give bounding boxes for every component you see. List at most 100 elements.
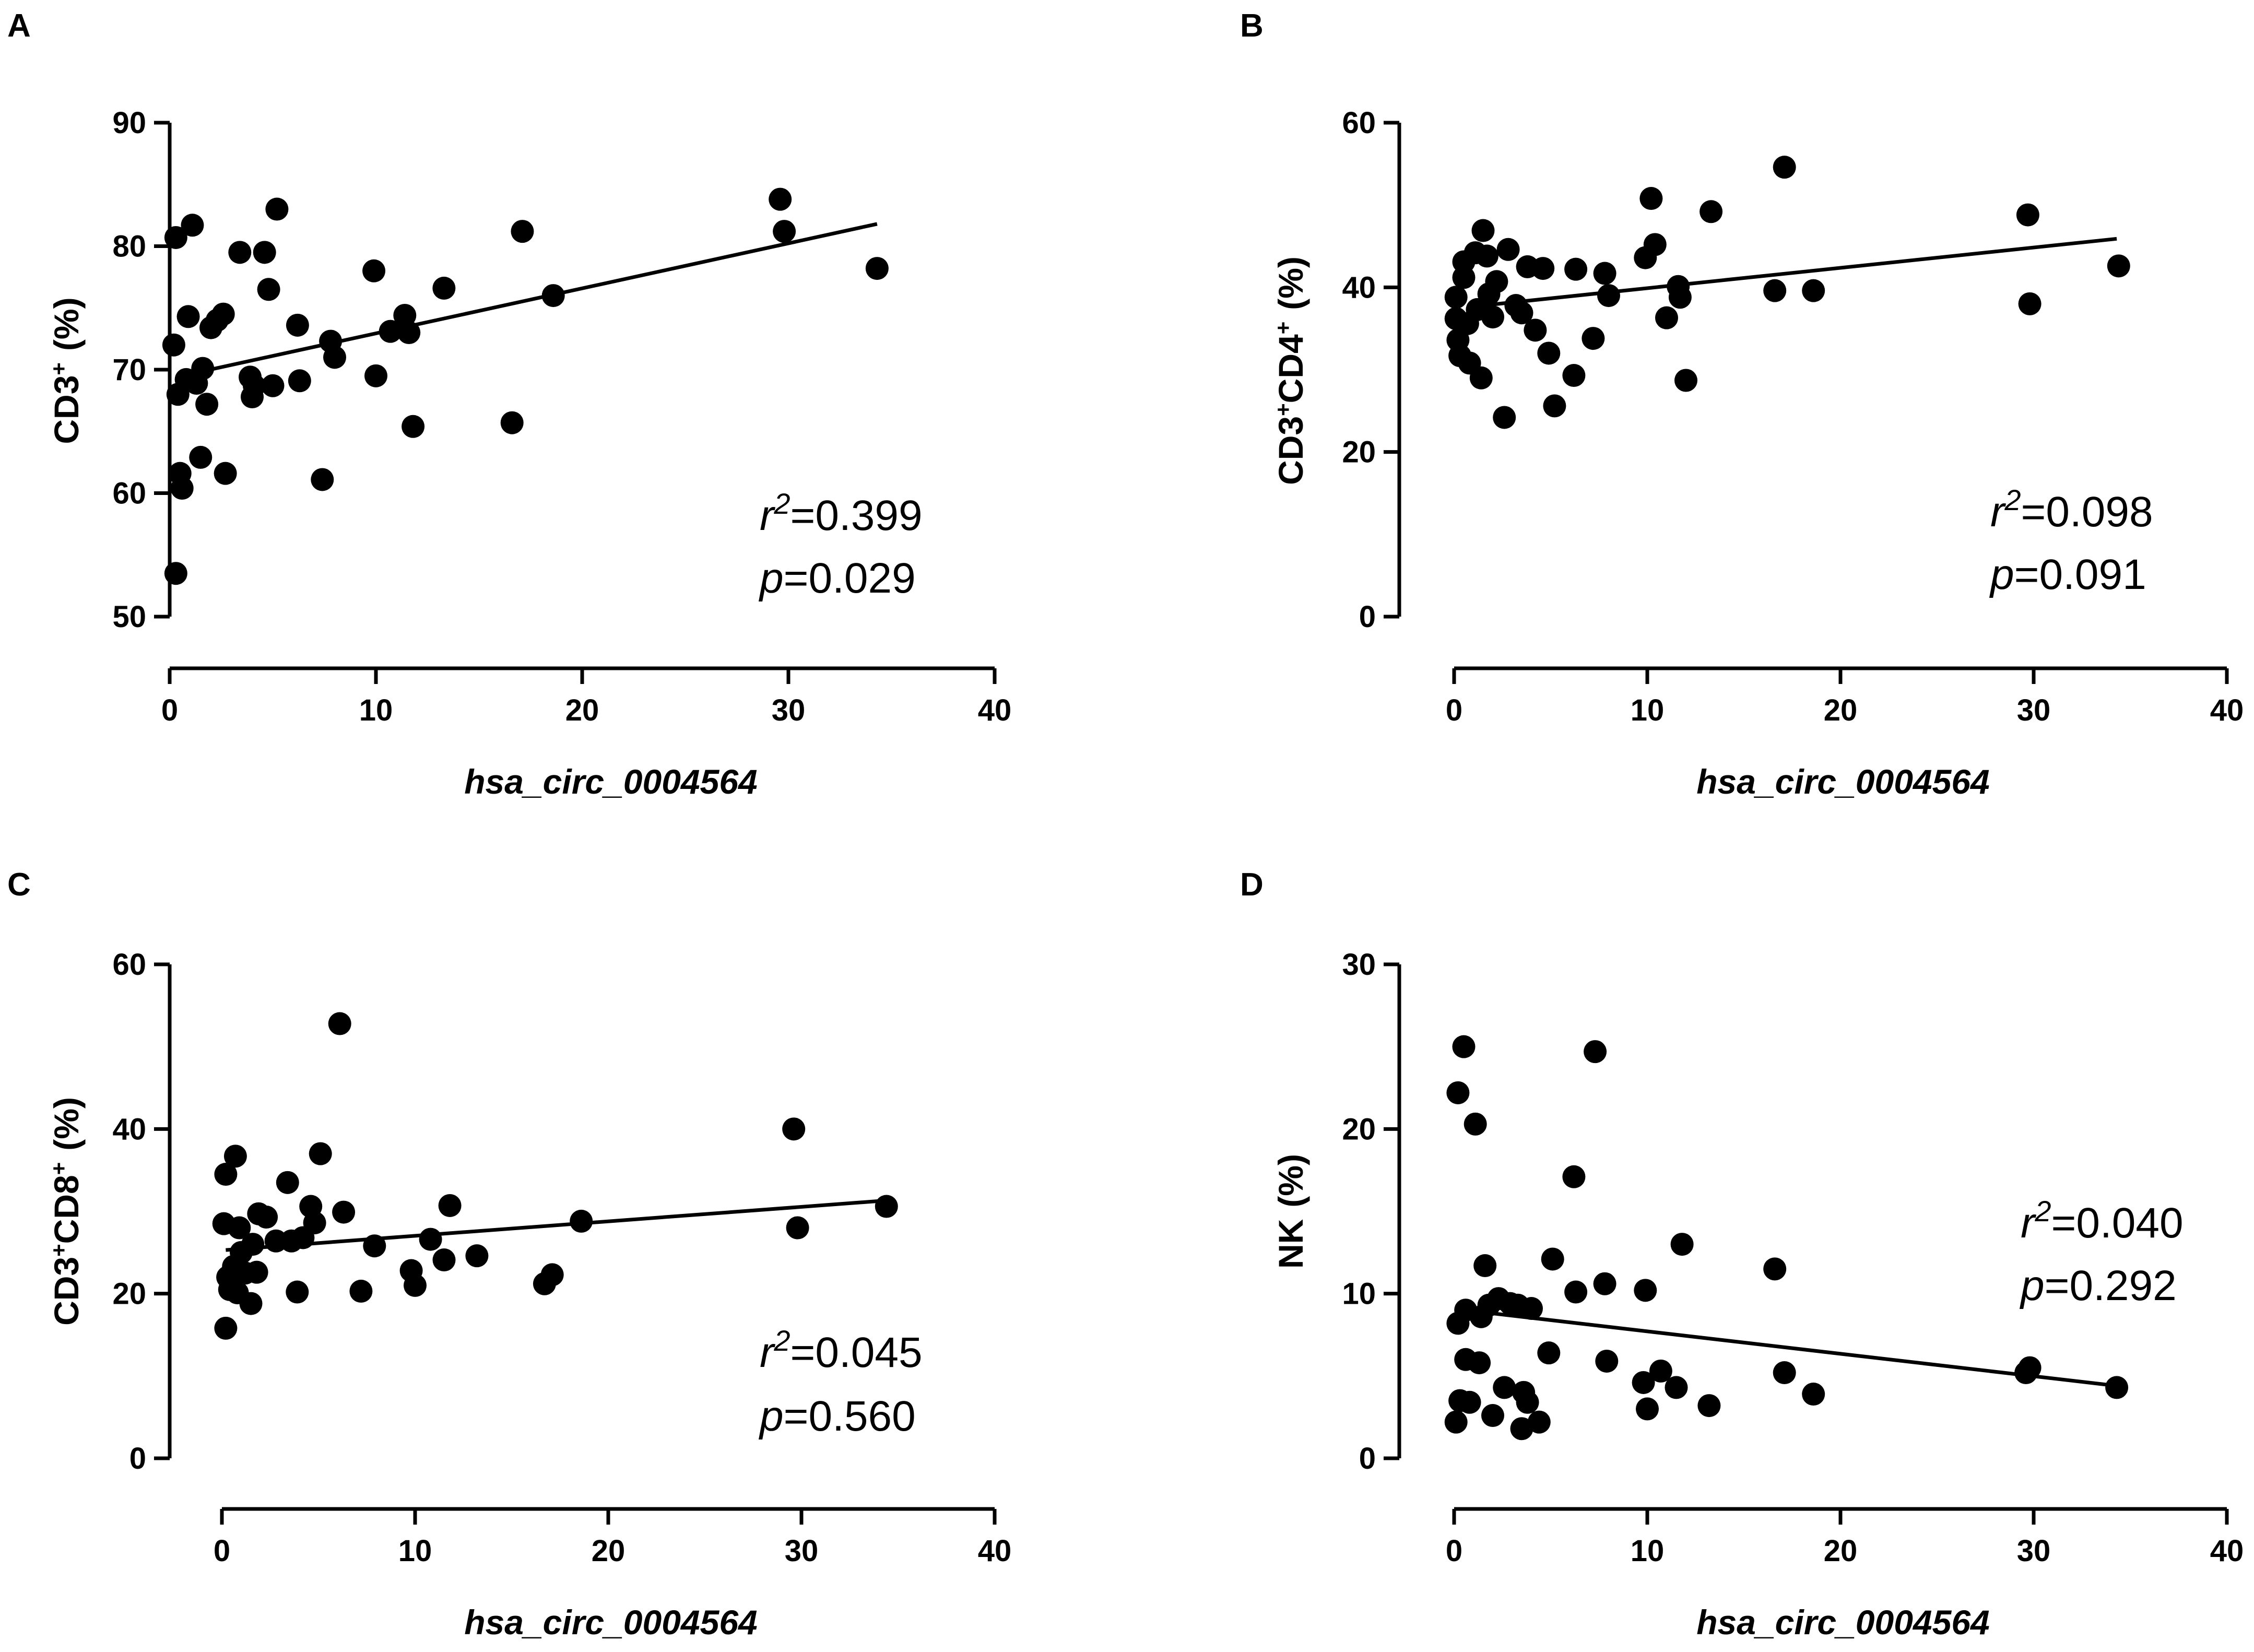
data-point xyxy=(228,1216,251,1240)
x-tick-label: 10 xyxy=(1631,693,1665,727)
p-stat-d: p=0.292 xyxy=(2019,1262,2177,1309)
y-tick-label: 60 xyxy=(1342,106,1376,140)
regression-line xyxy=(226,1199,885,1252)
data-point xyxy=(1493,406,1516,429)
data-point xyxy=(286,313,309,337)
data-point xyxy=(773,220,796,243)
y-tick-label: 30 xyxy=(1342,948,1376,982)
data-point xyxy=(1697,1394,1721,1418)
data-point xyxy=(364,364,387,387)
y-axis-title-b: CD3+CD4+(%) xyxy=(1271,256,1311,485)
data-point xyxy=(265,197,289,221)
data-point xyxy=(1564,257,1588,281)
data-point xyxy=(1649,1359,1672,1383)
data-point xyxy=(1496,238,1520,261)
p-stat-c: p=0.560 xyxy=(758,1393,916,1440)
data-point xyxy=(303,1211,326,1235)
data-point xyxy=(164,562,187,585)
data-point xyxy=(1643,233,1667,256)
data-point xyxy=(195,393,219,416)
data-point xyxy=(1446,1081,1470,1104)
data-point xyxy=(1773,156,1796,179)
data-point xyxy=(214,462,237,485)
data-point xyxy=(1665,1376,1688,1399)
data-point xyxy=(432,276,456,300)
data-point xyxy=(1593,1272,1616,1295)
data-point xyxy=(1471,219,1495,242)
data-point xyxy=(1516,1390,1539,1414)
data-point xyxy=(786,1216,809,1240)
data-point xyxy=(1537,341,1561,365)
x-tick-label: 20 xyxy=(592,1534,626,1568)
data-point xyxy=(397,321,421,345)
x-axis-title-c: hsa_circ_0004564 xyxy=(464,1603,758,1642)
x-tick-label: 40 xyxy=(978,1534,1012,1568)
panel-letter-c: C xyxy=(7,867,31,903)
data-point xyxy=(1674,369,1697,392)
y-tick-label: 60 xyxy=(112,948,146,982)
data-point xyxy=(1475,244,1498,268)
data-point xyxy=(1444,1410,1468,1434)
data-point xyxy=(1510,1417,1533,1441)
y-tick-label: 40 xyxy=(112,1112,146,1146)
data-point xyxy=(1510,301,1533,325)
data-point xyxy=(769,187,792,211)
data-point xyxy=(223,1144,247,1168)
data-point xyxy=(500,411,524,434)
panel-letter-a: A xyxy=(7,8,31,44)
plot-b: 0 20 40 60 0 10 20 30 40 xyxy=(1342,106,2244,727)
data-point xyxy=(363,1234,386,1258)
data-point xyxy=(261,374,285,397)
x-tick-label: 0 xyxy=(1446,693,1462,727)
data-point xyxy=(1700,200,1723,223)
panel-letter-b: B xyxy=(1240,8,1264,44)
x-tick-label: 20 xyxy=(565,693,599,727)
data-point xyxy=(1562,1165,1586,1188)
y-tick-label: 80 xyxy=(112,230,146,264)
data-point xyxy=(1520,1297,1543,1320)
x-axis-title-b: hsa_circ_0004564 xyxy=(1696,762,1990,801)
x-tick-label: 10 xyxy=(1631,1534,1665,1568)
data-point xyxy=(404,1273,427,1297)
y-tick-label: 0 xyxy=(129,1442,146,1476)
data-point xyxy=(228,241,252,264)
data-point xyxy=(1452,266,1476,289)
data-point xyxy=(1464,1112,1487,1136)
data-point xyxy=(1773,1361,1796,1385)
p-stat-b: p=0.091 xyxy=(1989,551,2146,598)
data-point xyxy=(1524,318,1547,342)
x-axis-title-d: hsa_circ_0004564 xyxy=(1696,1603,1990,1642)
data-point xyxy=(1564,1280,1588,1304)
data-point xyxy=(1593,262,1616,285)
data-point xyxy=(349,1279,373,1303)
data-point xyxy=(1527,1410,1551,1434)
data-point xyxy=(1531,257,1555,280)
x-tick-label: 20 xyxy=(1824,1534,1858,1568)
data-point xyxy=(211,302,235,326)
plot-a: 50 60 70 80 90 0 10 20 30 40 xyxy=(112,106,1011,727)
data-point xyxy=(1481,1404,1504,1427)
data-point xyxy=(245,1260,268,1284)
data-point xyxy=(1763,279,1787,302)
y-tick-label: 60 xyxy=(112,477,146,511)
data-point xyxy=(1655,306,1678,329)
data-point xyxy=(286,1280,309,1304)
y-tick-label: 70 xyxy=(112,353,146,387)
data-point xyxy=(253,241,276,264)
data-point xyxy=(309,1142,332,1165)
data-point xyxy=(1595,1349,1619,1373)
data-point xyxy=(214,1316,238,1340)
data-point xyxy=(393,303,417,327)
data-point xyxy=(2018,1356,2041,1379)
regression-line xyxy=(175,222,878,379)
data-point xyxy=(242,374,266,397)
y-tick-label: 20 xyxy=(1342,435,1376,469)
y-tick-label: 10 xyxy=(1342,1277,1376,1311)
data-point xyxy=(540,1263,564,1287)
data-point xyxy=(1537,1341,1561,1365)
data-point xyxy=(2105,1376,2129,1399)
y-tick-label: 90 xyxy=(112,106,146,140)
data-point xyxy=(1763,1257,1787,1281)
